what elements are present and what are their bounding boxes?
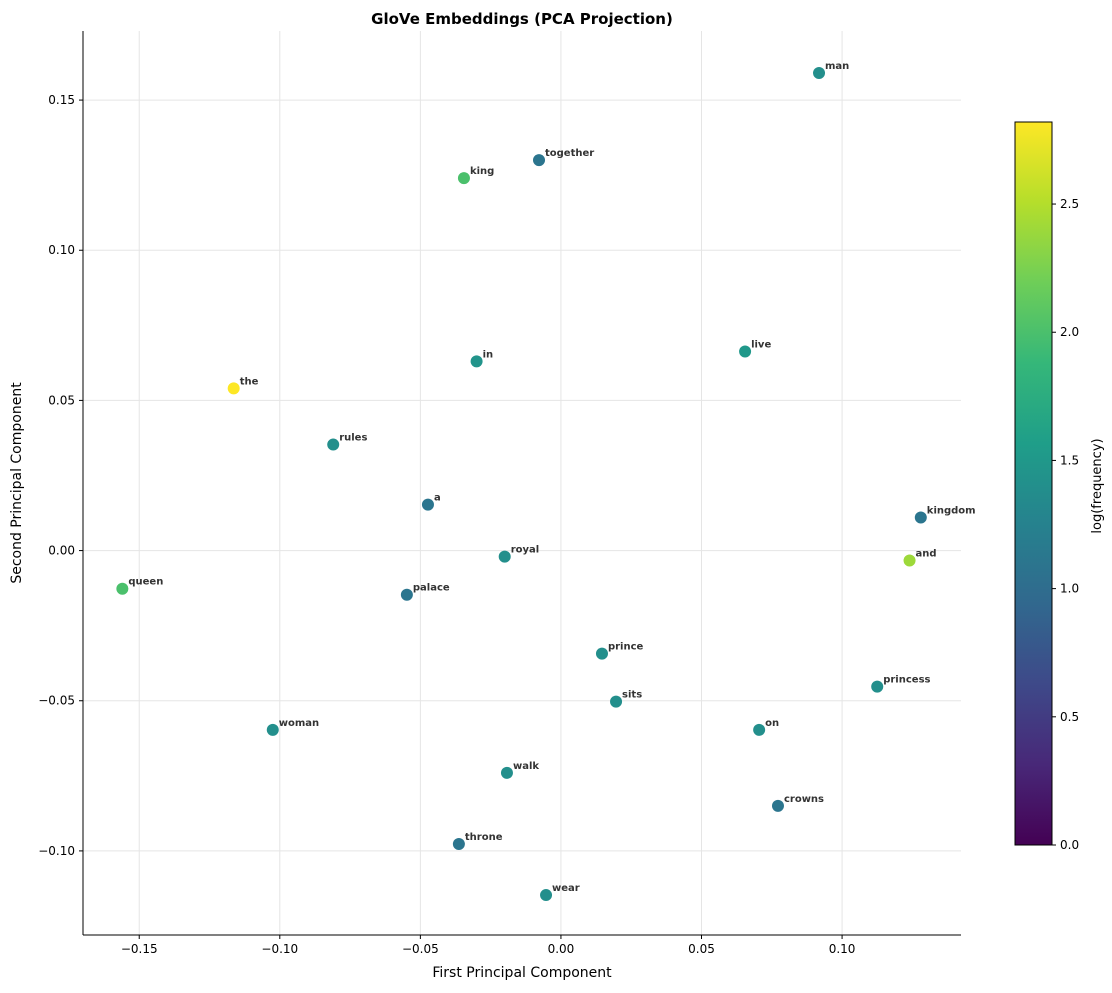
point-label: man — [825, 61, 849, 72]
data-point — [771, 799, 784, 812]
point-label: live — [751, 339, 771, 350]
colorbar-gradient — [1014, 121, 1053, 846]
data-point — [421, 498, 434, 511]
data-point — [610, 695, 623, 708]
data-point — [540, 889, 553, 902]
point-label: throne — [465, 832, 503, 843]
data-point — [227, 382, 240, 395]
grid — [83, 31, 961, 935]
point-label: on — [765, 718, 779, 729]
point-label: royal — [511, 545, 540, 556]
axes — [82, 31, 961, 936]
x-tick-label: 0.00 — [548, 942, 575, 956]
data-points: man together king live in the rules a kingdom roy… — [116, 61, 976, 902]
data-point — [500, 766, 513, 779]
data-point — [498, 550, 511, 563]
y-tick-label: 0.15 — [48, 93, 75, 107]
data-point — [533, 154, 546, 167]
colorbar-tick-label: 0.5 — [1060, 710, 1079, 724]
point-label: walk — [513, 761, 539, 772]
data-point — [116, 582, 129, 595]
data-point — [595, 647, 608, 660]
y-tick-label: 0.10 — [48, 243, 75, 257]
data-point — [266, 723, 279, 736]
colorbar-tick-label: 2.5 — [1060, 197, 1079, 211]
point-label: together — [545, 148, 594, 159]
point-label: queen — [128, 577, 163, 588]
data-point — [903, 554, 916, 567]
axis-ticks: −0.15 −0.10 −0.05 0.00 0.05 0.10 −0.10 −0.05 0.0… — [38, 93, 855, 956]
point-label: sits — [622, 690, 642, 701]
chart-title: GloVe Embeddings (PCA Projection) — [371, 10, 673, 28]
point-label: in — [483, 349, 494, 360]
y-tick-label: 0.05 — [48, 393, 75, 407]
point-label: kingdom — [927, 506, 976, 517]
data-point — [813, 67, 826, 80]
point-label: prince — [608, 642, 644, 653]
data-point — [871, 680, 884, 693]
data-point — [400, 588, 413, 601]
y-tick-label: 0.00 — [48, 544, 75, 558]
y-tick-label: −0.10 — [38, 844, 75, 858]
colorbar-tick-label: 0.0 — [1060, 838, 1079, 852]
point-label: crowns — [784, 794, 824, 805]
point-label: palace — [413, 583, 450, 594]
x-tick-label: −0.10 — [261, 942, 298, 956]
point-label: king — [470, 166, 494, 177]
point-label: and — [916, 548, 937, 559]
point-label: a — [434, 493, 441, 504]
colorbar-tick-label: 1.5 — [1060, 453, 1079, 467]
y-axis-label: Second Principal Component — [9, 382, 25, 584]
x-axis-label: First Principal Component — [432, 965, 612, 981]
data-point — [739, 345, 752, 358]
x-tick-label: −0.05 — [402, 942, 439, 956]
x-tick-label: 0.10 — [829, 942, 856, 956]
point-label: the — [240, 376, 259, 387]
data-point — [753, 723, 766, 736]
point-label: rules — [339, 433, 367, 444]
data-point — [470, 355, 483, 368]
x-tick-label: 0.05 — [688, 942, 715, 956]
y-tick-label: −0.05 — [38, 694, 75, 708]
point-label: princess — [883, 675, 930, 686]
colorbar-tick-label: 1.0 — [1060, 582, 1079, 596]
colorbar-tick-label: 2.0 — [1060, 325, 1079, 339]
point-label: woman — [279, 718, 319, 729]
data-point — [457, 172, 470, 185]
colorbar: 0.0 0.5 1.0 1.5 2.0 2.5 — [1014, 121, 1079, 852]
x-tick-label: −0.15 — [121, 942, 158, 956]
colorbar-label: log(frequency) — [1090, 438, 1105, 533]
data-point — [914, 511, 927, 524]
data-point — [452, 837, 465, 850]
data-point — [327, 438, 340, 451]
point-label: wear — [552, 883, 580, 894]
